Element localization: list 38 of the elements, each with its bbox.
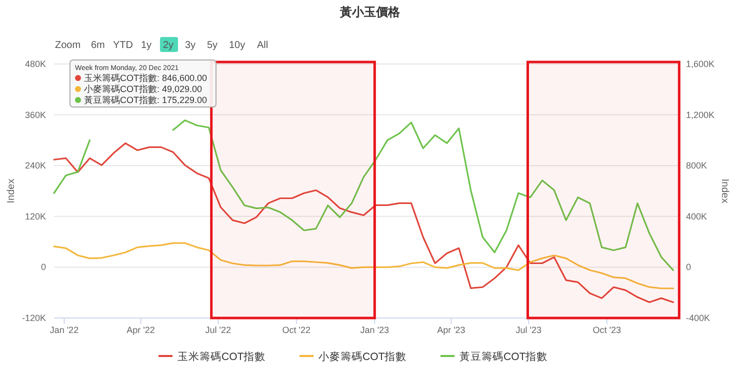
y-tick-label: -120K	[22, 313, 46, 323]
y2-tick-label: -400K	[686, 313, 710, 323]
y-tick-label: 360K	[24, 110, 46, 120]
x-tick-label: Oct '23	[592, 325, 621, 335]
y-tick-label: 480K	[24, 59, 46, 69]
text: 6m	[91, 40, 105, 51]
y2-tick-label: 0	[686, 262, 692, 272]
legend-label: 小麥籌碼COT指數	[318, 350, 407, 363]
x-tick-label: Apr '23	[437, 325, 466, 335]
y-tick-label: 240K	[24, 160, 46, 171]
text: 3y	[185, 40, 196, 51]
text: All	[257, 40, 268, 51]
x-tick-label: Jan '23	[360, 325, 390, 335]
y2-axis-title: Index	[719, 178, 730, 204]
x-tick-label: Jul '22	[205, 325, 232, 335]
chart-title: 黃小玉價格	[339, 5, 401, 19]
y-axis-title: Index	[6, 178, 17, 204]
annotation: 黃豆籌碼COT指數: 175,229.00	[84, 95, 208, 105]
annotation: 小麥籌碼COT指數: 49,029.00	[84, 84, 202, 94]
x-tick-label: Jan '22	[50, 325, 79, 335]
text: 1y	[141, 40, 152, 51]
text: Zoom	[55, 40, 81, 51]
legend-label: 玉米籌碼COT指數	[178, 350, 266, 363]
x-tick-label: Oct '22	[282, 325, 311, 335]
annotation: 玉米籌碼COT指數: 846,600.00	[84, 73, 208, 83]
text: 2y	[163, 40, 174, 51]
y-tick-label: 120K	[24, 211, 46, 222]
y2-tick-label: 400K	[686, 211, 708, 222]
legend-label: 黃豆籌碼COT指數	[460, 350, 548, 363]
text: 10y	[229, 40, 246, 51]
y2-tick-label: 1,600K	[686, 59, 715, 69]
y2-tick-label: 800K	[686, 160, 708, 171]
text: YTD	[113, 40, 133, 51]
x-tick-label: Jul '23	[516, 325, 542, 335]
x-tick-label: Apr '22	[126, 325, 155, 335]
y2-tick-label: 1,200K	[686, 110, 715, 120]
y-tick-label: 0	[40, 262, 46, 272]
text: 5y	[207, 40, 218, 51]
